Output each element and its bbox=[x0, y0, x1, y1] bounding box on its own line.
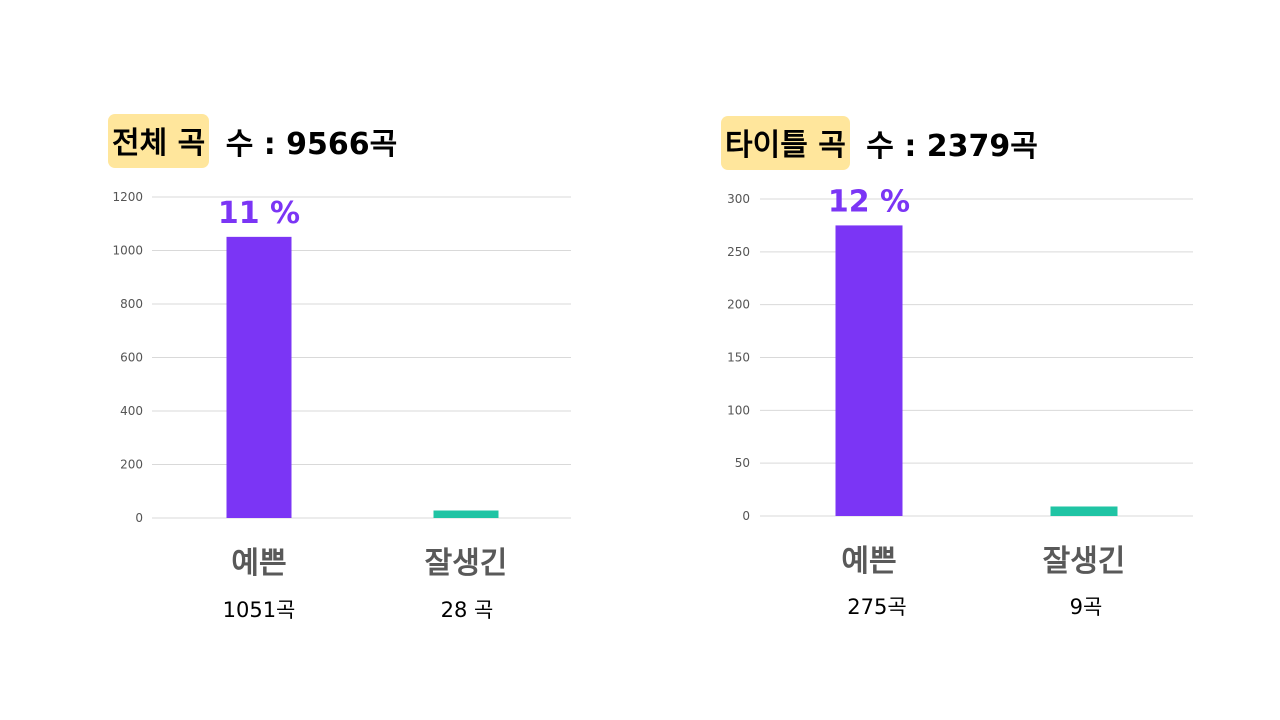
bar-0 bbox=[835, 225, 903, 516]
category-label: 잘생긴 bbox=[1043, 544, 1126, 579]
title-rest: 수 : 2379곡 bbox=[855, 129, 1038, 164]
y-tick-label: 1000 bbox=[112, 244, 143, 258]
y-tick-label: 1200 bbox=[112, 190, 143, 204]
y-tick-label: 50 bbox=[735, 456, 750, 470]
y-tick-label: 800 bbox=[120, 297, 143, 311]
chart-title: 전체 곡 수 : 9566곡 bbox=[108, 114, 397, 168]
y-tick-label: 0 bbox=[742, 509, 750, 523]
bar-0 bbox=[226, 236, 292, 519]
count-label: 1051곡 bbox=[223, 598, 296, 622]
y-tick-label: 100 bbox=[727, 403, 750, 417]
y-tick-label: 250 bbox=[727, 245, 750, 259]
bar-chart-title-tracks: 0 50 100 150 200 250 300 12 % 예쁜 275곡 잘생긴 9곡 bbox=[727, 184, 1193, 619]
chart-panel-total: 전체 곡 수 : 9566곡 0 200 400 600 800 1000 1200 11 %… bbox=[108, 114, 571, 622]
category-label: 잘생긴 bbox=[425, 546, 508, 581]
y-tick-label: 0 bbox=[135, 511, 143, 525]
y-tick-label: 150 bbox=[727, 351, 750, 365]
bar-1 bbox=[1050, 506, 1118, 516]
y-tick-label: 200 bbox=[120, 458, 143, 472]
title-highlight: 타이틀 곡 bbox=[721, 116, 850, 170]
bar-chart-total: 0 200 400 600 800 1000 1200 11 % 예쁜 1051곡 잘생긴 28 곡 bbox=[112, 190, 571, 622]
count-label: 28 곡 bbox=[441, 598, 494, 622]
count-label: 275곡 bbox=[847, 595, 906, 619]
title-rest: 수 : 9566곡 bbox=[215, 127, 398, 162]
title-highlight: 전체 곡 bbox=[108, 114, 210, 168]
bar-1 bbox=[433, 510, 499, 518]
chart-panel-title-tracks: 타이틀 곡 수 : 2379곡 0 50 100 150 200 250 300 12 % 예쁜… bbox=[640, 0, 1280, 720]
y-tick-label: 400 bbox=[120, 404, 143, 418]
y-tick-label: 200 bbox=[727, 298, 750, 312]
category-label: 예쁜 bbox=[231, 546, 286, 581]
percent-label: 12 % bbox=[828, 184, 910, 219]
chart-title: 타이틀 곡 수 : 2379곡 bbox=[721, 116, 1038, 170]
count-label: 9곡 bbox=[1070, 595, 1103, 619]
y-tick-label: 300 bbox=[727, 192, 750, 206]
category-label: 예쁜 bbox=[841, 544, 896, 579]
percent-label: 11 % bbox=[218, 196, 300, 231]
y-tick-label: 600 bbox=[120, 351, 143, 365]
